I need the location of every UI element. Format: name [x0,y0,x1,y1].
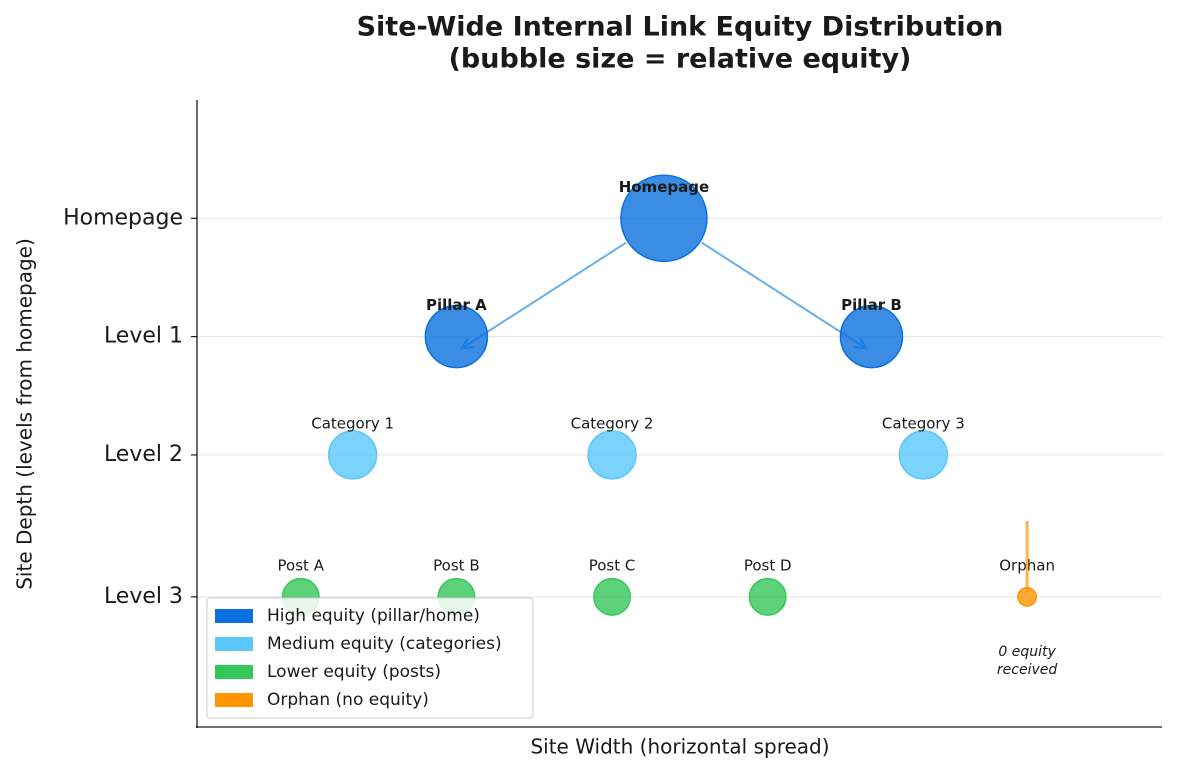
y-axis-label: Site Depth (levels from homepage) [13,238,37,590]
legend-label: High equity (pillar/home) [267,606,480,626]
y-tick-label: Level 1 [104,324,183,349]
bubble [424,304,489,369]
link-arrow [701,241,868,350]
point-label: Category 1 [311,414,394,432]
legend-swatch [215,637,253,651]
y-tick-label: Level 2 [104,442,183,467]
legend-swatch [215,665,253,679]
bubble [839,304,904,369]
point-label: Category 3 [882,414,965,432]
point-label: Pillar A [426,296,487,314]
point-label: Post B [433,556,479,574]
y-tick-label: Homepage [63,205,183,230]
bubble [587,430,637,480]
plot-area: Homepage Pillar A Pillar B Category 1 Catego… [278,174,1057,678]
point-label: Pillar B [841,296,902,314]
point-label: Post A [278,556,325,574]
chart-title: Site-Wide Internal Link Equity Distribut… [357,12,1004,43]
link-arrow [460,241,627,350]
point-label: Post D [744,556,792,574]
point-label: Post C [589,556,636,574]
legend-box [206,597,534,719]
annotation: 0 equity [998,644,1056,660]
bubble [593,577,632,616]
bubble [748,577,787,616]
annotation: received [997,662,1057,678]
x-axis-label: Site Width (horizontal spread) [530,735,829,759]
y-tick-label: Level 3 [104,584,183,609]
legend: High equity (pillar/home) Medium equity (… [206,597,534,719]
bubble [620,174,708,263]
grid: Homepage Level 1 Level 2 Level 3 [63,205,1162,609]
legend-swatch [215,609,253,623]
legend-swatch [215,693,253,707]
chart-subtitle: (bubble size = relative equity) [449,44,912,75]
point-label: Category 2 [571,414,654,432]
point-label: Homepage [619,178,709,196]
legend-label: Lower equity (posts) [267,662,441,682]
bubble [898,430,949,480]
bubble [327,430,378,480]
legend-label: Orphan (no equity) [267,690,429,710]
legend-label: Medium equity (categories) [267,634,502,654]
